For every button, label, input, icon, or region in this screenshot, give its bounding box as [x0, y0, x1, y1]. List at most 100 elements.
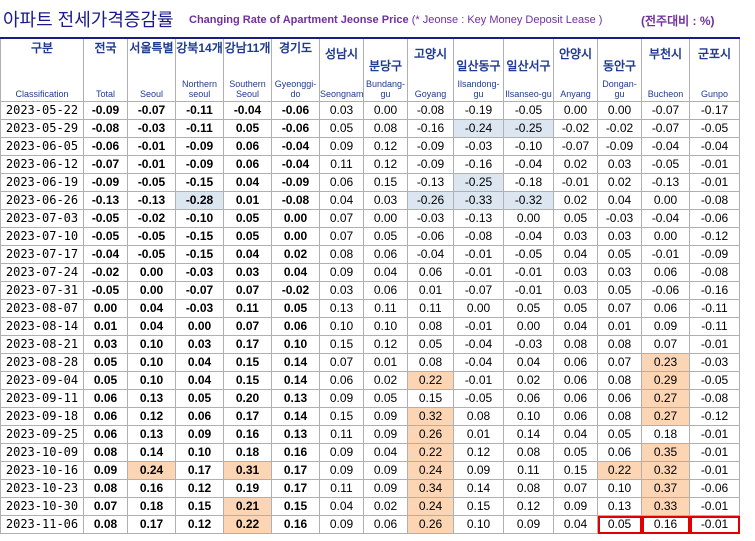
- value-cell: 0.05: [363, 227, 408, 246]
- value-cell: 0.10: [127, 371, 176, 390]
- value-cell: 0.16: [641, 515, 690, 534]
- column-header: 부천시 Bucheon: [641, 37, 690, 102]
- value-cell: -0.11: [175, 119, 224, 138]
- value-cell: 0.06: [83, 389, 128, 408]
- value-cell: 0.07: [223, 317, 272, 336]
- value-cell: -0.26: [407, 191, 454, 210]
- value-cell: 0.06: [503, 389, 554, 408]
- column-header: 일산동구 Ilsandong-gu: [453, 37, 504, 102]
- value-cell: 0.04: [271, 263, 320, 282]
- value-cell: -0.07: [553, 137, 598, 156]
- value-cell: 0.00: [175, 317, 224, 336]
- value-cell: 0.04: [363, 263, 408, 282]
- table-row: 2023-07-31 -0.05 0.00 -0.07 0.07 -0.02 0.03 0.0…: [0, 281, 740, 300]
- value-cell: -0.04: [503, 227, 554, 246]
- value-cell: 0.05: [175, 389, 224, 408]
- column-header-korean: 강북14개: [176, 41, 223, 55]
- column-header-korean: 강남11개: [224, 41, 271, 55]
- value-cell: 0.05: [83, 371, 128, 390]
- value-cell: -0.11: [689, 299, 740, 318]
- value-cell: 0.13: [271, 389, 320, 408]
- value-cell: 0.10: [453, 515, 504, 534]
- value-cell: 0.03: [319, 101, 364, 120]
- value-cell: -0.04: [271, 155, 320, 174]
- value-cell: -0.09: [407, 137, 454, 156]
- value-cell: 0.01: [597, 317, 642, 336]
- value-cell: -0.08: [453, 227, 504, 246]
- value-cell: 0.06: [223, 137, 272, 156]
- date-cell: 2023-10-16: [0, 461, 84, 480]
- value-cell: 0.15: [223, 353, 272, 372]
- value-cell: -0.04: [689, 137, 740, 156]
- value-cell: 0.12: [453, 443, 504, 462]
- value-cell: 0.12: [363, 137, 408, 156]
- value-cell: 0.08: [407, 317, 454, 336]
- value-cell: -0.01: [127, 155, 176, 174]
- value-cell: 0.15: [319, 407, 364, 426]
- value-cell: 0.00: [271, 209, 320, 228]
- table-row: 2023-09-11 0.06 0.13 0.05 0.20 0.13 0.09 0.05 0.…: [0, 389, 740, 408]
- value-cell: -0.04: [83, 245, 128, 264]
- value-cell: 0.04: [597, 191, 642, 210]
- value-cell: 0.09: [553, 497, 598, 516]
- column-header: 고양시 Goyang: [407, 37, 454, 102]
- column-header-english: Gyeonggi-do: [274, 79, 317, 99]
- column-header-english: Bundang-gu: [365, 79, 406, 99]
- value-cell: -0.09: [175, 155, 224, 174]
- value-cell: 0.05: [223, 119, 272, 138]
- value-cell: 0.17: [175, 461, 224, 480]
- value-cell: 0.03: [223, 263, 272, 282]
- value-cell: 0.04: [175, 371, 224, 390]
- value-cell: 0.13: [127, 425, 176, 444]
- value-cell: -0.12: [689, 407, 740, 426]
- value-cell: -0.02: [597, 119, 642, 138]
- table-row: 2023-07-17 -0.04 -0.05 -0.15 0.04 0.02 0.08 0.0…: [0, 245, 740, 264]
- value-cell: -0.18: [503, 173, 554, 192]
- value-cell: 0.32: [407, 407, 454, 426]
- value-cell: 0.06: [363, 515, 408, 534]
- value-cell: 0.03: [597, 227, 642, 246]
- table-row: 2023-10-16 0.09 0.24 0.17 0.31 0.17 0.09 0.09 0.…: [0, 461, 740, 480]
- value-cell: 0.05: [597, 515, 642, 534]
- value-cell: -0.09: [689, 245, 740, 264]
- column-header: 안양시 Anyang: [553, 37, 598, 102]
- value-cell: -0.05: [453, 389, 504, 408]
- value-cell: 0.17: [223, 335, 272, 354]
- column-header-english: Ilsanseo-gu: [505, 89, 552, 99]
- value-cell: -0.01: [453, 263, 504, 282]
- value-cell: 0.09: [319, 443, 364, 462]
- value-cell: -0.01: [127, 137, 176, 156]
- value-cell: 0.03: [597, 155, 642, 174]
- value-cell: 0.06: [319, 173, 364, 192]
- jeonse-table: 구분 Classification 전국 Total 서울특별 Seoul 강북14개 Nor…: [0, 37, 740, 534]
- column-header-korean: 일산동구: [456, 59, 501, 73]
- column-header: 전국 Total: [83, 37, 128, 102]
- value-cell: 0.01: [223, 191, 272, 210]
- value-cell: 0.23: [641, 353, 690, 372]
- table-row: 2023-10-30 0.07 0.18 0.15 0.21 0.15 0.04 0.02 0.…: [0, 497, 740, 516]
- value-cell: 0.09: [453, 461, 504, 480]
- value-cell: 0.02: [553, 191, 598, 210]
- value-cell: -0.01: [689, 173, 740, 192]
- date-cell: 2023-06-26: [0, 191, 84, 210]
- column-header-korean: 고양시: [413, 47, 448, 61]
- value-cell: -0.04: [641, 137, 690, 156]
- date-cell: 2023-05-22: [0, 101, 84, 120]
- value-cell: -0.16: [407, 119, 454, 138]
- value-cell: -0.09: [83, 173, 128, 192]
- value-cell: -0.09: [175, 137, 224, 156]
- value-cell: 0.10: [319, 317, 364, 336]
- value-cell: 0.10: [271, 335, 320, 354]
- date-cell: 2023-10-23: [0, 479, 84, 498]
- value-cell: 0.10: [363, 317, 408, 336]
- column-header: 서울특별 Seoul: [127, 37, 176, 102]
- value-cell: -0.03: [175, 299, 224, 318]
- value-cell: -0.08: [689, 389, 740, 408]
- column-header-korean: 군포시: [697, 47, 732, 61]
- value-cell: -0.01: [689, 461, 740, 480]
- value-cell: 0.16: [271, 443, 320, 462]
- value-cell: 0.07: [597, 299, 642, 318]
- column-header-english: Northern seoul: [181, 79, 217, 99]
- value-cell: -0.06: [271, 101, 320, 120]
- value-cell: 0.29: [641, 371, 690, 390]
